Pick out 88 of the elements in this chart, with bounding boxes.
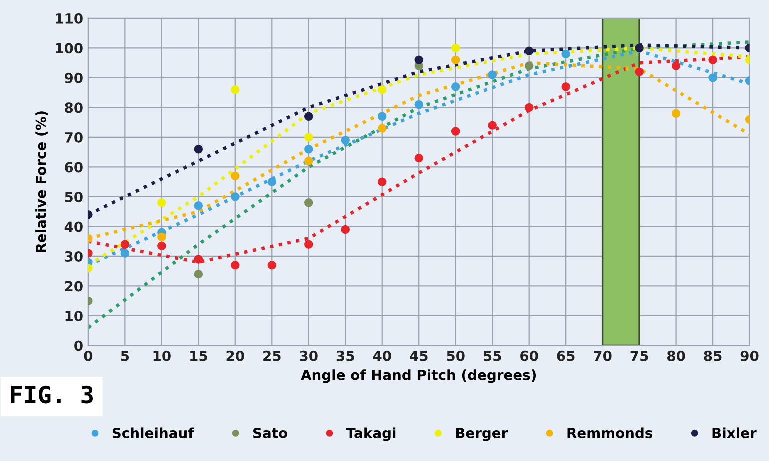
x-tick-label: 80 xyxy=(667,350,686,362)
x-tick-label: 30 xyxy=(300,350,318,362)
y-tick-label: 10 xyxy=(66,310,83,322)
y-tick-label: 0 xyxy=(74,340,83,352)
legend-label: Schleihauf xyxy=(112,428,194,438)
legend-label: Sato xyxy=(253,428,288,438)
point xyxy=(341,136,350,145)
x-tick-label: 45 xyxy=(410,351,428,362)
legend-label: Takagi xyxy=(346,428,396,442)
x-tick-label: 20 xyxy=(226,350,244,362)
x-tick-label: 25 xyxy=(264,350,281,362)
x-tick-label: 15 xyxy=(190,351,208,362)
x-axis-title: Angle of Hand Pitch (degrees) xyxy=(301,370,536,384)
x-tick-label: 70 xyxy=(594,350,612,362)
legend-label: Remmonds xyxy=(568,428,653,438)
point xyxy=(524,103,534,112)
point xyxy=(524,46,534,56)
point xyxy=(378,112,387,122)
y-tick-label: 90 xyxy=(64,72,83,84)
point xyxy=(635,44,644,53)
caption: FIG. 3 xyxy=(11,386,93,404)
point xyxy=(304,240,314,249)
y-tick-label: 40 xyxy=(64,222,83,232)
y-axis-title: Relative Force (%) xyxy=(36,112,48,253)
x-tick-label: 0 xyxy=(84,350,93,362)
point xyxy=(304,144,314,154)
x-tick-label: 85 xyxy=(704,350,722,362)
point xyxy=(378,124,387,133)
point xyxy=(158,232,166,242)
point xyxy=(488,70,497,80)
point xyxy=(194,202,204,210)
point xyxy=(672,109,681,118)
point xyxy=(635,68,644,76)
point xyxy=(120,249,130,258)
y-tick-label: 70 xyxy=(65,132,83,143)
point xyxy=(304,112,314,122)
x-tick-label: 50 xyxy=(447,350,465,362)
point xyxy=(451,44,460,53)
point xyxy=(158,242,166,250)
point xyxy=(304,156,314,166)
x-tick-label: 75 xyxy=(630,351,648,362)
y-tick-label: 60 xyxy=(65,162,83,173)
point xyxy=(268,178,277,186)
y-tick-label: 110 xyxy=(56,13,83,24)
point xyxy=(451,82,460,92)
x-tick-label: 55 xyxy=(484,351,502,362)
point xyxy=(304,133,314,142)
point xyxy=(562,82,570,92)
y-tick-label: 20 xyxy=(65,281,83,292)
x-tick-label: 10 xyxy=(154,350,171,362)
point xyxy=(194,144,204,154)
point xyxy=(451,127,460,136)
point xyxy=(194,255,204,264)
point xyxy=(231,261,240,270)
point xyxy=(231,192,240,202)
y-tick-label: 30 xyxy=(65,251,83,262)
y-tick-label: 80 xyxy=(65,102,83,114)
point xyxy=(672,62,681,70)
legend-label: Bixler xyxy=(712,428,757,438)
line-series xyxy=(88,40,750,330)
x-tick-label: 65 xyxy=(557,350,575,362)
point xyxy=(562,50,570,59)
point xyxy=(708,74,718,82)
point xyxy=(158,198,166,208)
point xyxy=(414,56,424,64)
point xyxy=(304,198,314,208)
x-tick-label: 35 xyxy=(336,350,354,362)
point xyxy=(414,100,424,110)
point xyxy=(708,56,718,64)
y-tick-label: 50 xyxy=(65,192,83,202)
point xyxy=(194,270,204,279)
x-tick-label: 90 xyxy=(740,350,759,362)
x-tick-label: 40 xyxy=(373,350,392,362)
x-tick-label: 5 xyxy=(121,351,130,362)
point xyxy=(231,85,240,94)
legend-label: Berger xyxy=(456,428,508,442)
point xyxy=(524,62,534,70)
point xyxy=(488,121,497,130)
x-tick-label: 60 xyxy=(520,350,538,362)
point xyxy=(341,225,350,234)
point xyxy=(451,56,460,64)
point xyxy=(414,154,424,163)
point xyxy=(120,240,130,249)
point xyxy=(378,178,387,186)
point xyxy=(268,261,277,270)
point xyxy=(231,172,240,181)
point xyxy=(378,85,387,94)
y-tick-label: 100 xyxy=(56,43,83,54)
